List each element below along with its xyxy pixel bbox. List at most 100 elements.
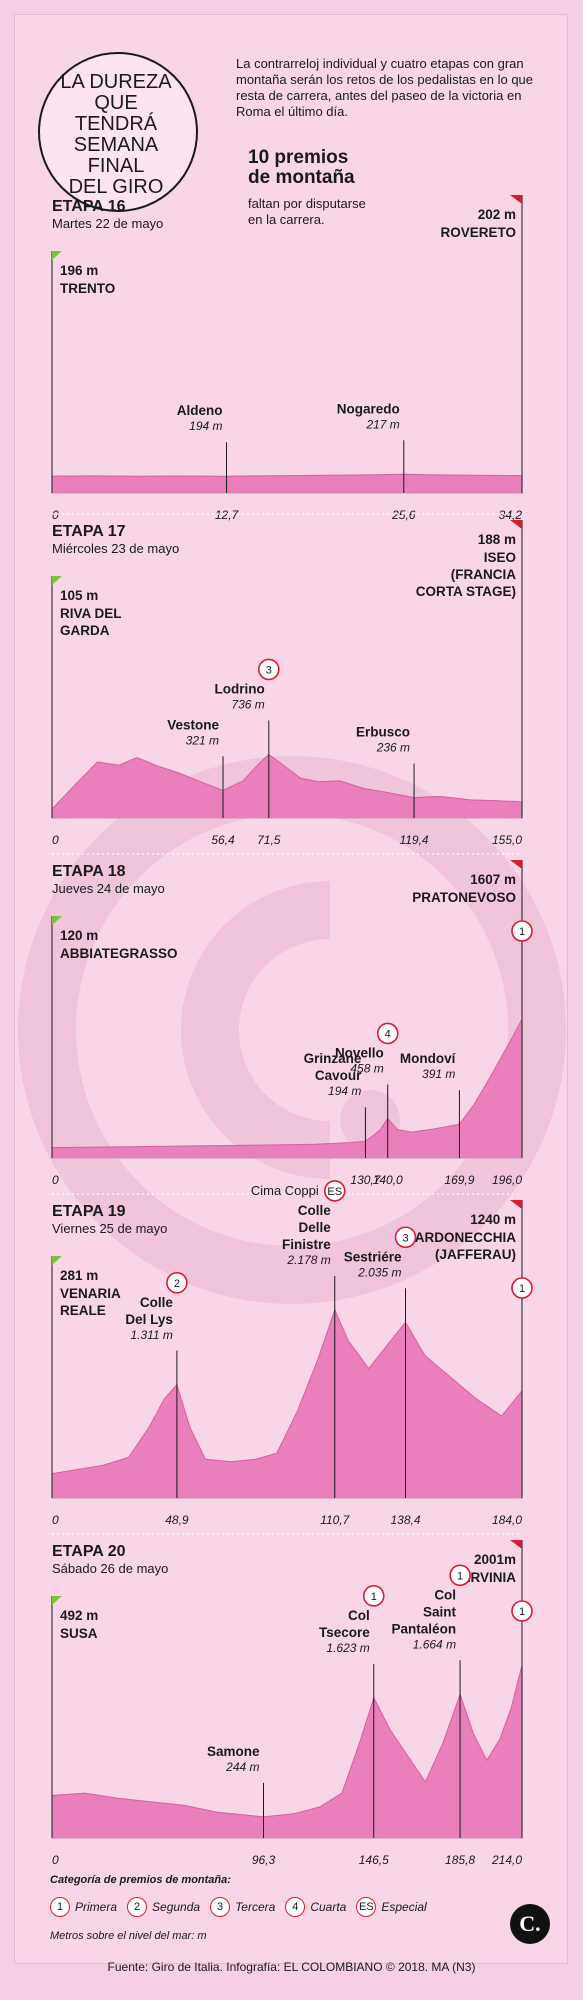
category-badge-icon: 2 [127,1897,148,1917]
km-tick-label: 138,4 [391,1513,421,1527]
km-tick-label: 34,2 [499,508,523,522]
point-name: Sestriére [344,1249,402,1264]
prizes-title: 10 premios de montaña [248,148,355,188]
start-town: RIVA DEL [60,606,122,621]
start-flag-icon [52,916,62,925]
finish-town: ROVERETO [440,225,516,240]
legend-label: Especial [381,1900,427,1914]
prizes-title-line: 10 premios [248,147,349,168]
stage-name: ETAPA 17 [52,523,126,540]
finish-altitude: 1607 m [470,872,516,887]
start-altitude: 120 m [60,928,98,943]
title-line: QUE TENDRÁ [74,92,158,135]
badge-circle [376,1022,399,1045]
km-tick-label: 25,6 [391,508,416,522]
category-badge-icon: ES [356,1897,377,1917]
finish-altitude: 188 m [478,532,516,547]
start-town: TRENTO [60,281,115,296]
point-name: Erbusco [356,725,410,740]
source-credit: Fuente: Giro de Italia. Infografía: EL C… [107,1960,476,1974]
legend-label: Cuarta [310,1900,347,1914]
point-category-badge: ES [323,1180,346,1202]
start-flag-icon [52,251,62,260]
badge-label: 1 [371,1591,377,1603]
stage-name: ETAPA 16 [52,198,126,215]
km-tick-label: 12,7 [215,508,240,522]
start-town: GARDA [60,623,110,638]
prizes-subtitle-line: faltan por disputarse [248,196,366,211]
legend-title: Categoría de premios de montaña: [50,1874,231,1886]
stage-date: Jueves 24 de mayo [52,881,165,896]
badge-label: 1 [519,926,525,938]
prizes-subtitle-line: en la carrera. [248,212,325,227]
point-altitude: 391 m [422,1067,455,1081]
finish-altitude: 2001m [474,1552,516,1567]
point-altitude: 244 m [225,1760,259,1774]
point-altitude: 1.311 m [130,1328,172,1342]
finish-flag-icon [510,520,522,529]
elevation-area [51,1665,523,1839]
finish-category-badge: 1 [511,1277,533,1299]
point-altitude: 236 m [376,741,410,755]
badge-label: 1 [519,1606,525,1618]
point-name: Aldeno [177,403,223,418]
paper-background [14,14,568,1964]
point-altitude: 2.035 m [357,1265,401,1279]
elevation-area [51,753,523,819]
legend-label: Tercera [235,1900,276,1914]
finish-flag-icon [510,1540,522,1549]
km-tick-label: 196,0 [492,1173,522,1187]
point-category-badge: 3 [258,658,280,681]
stage-name: ETAPA 19 [52,1203,126,1220]
start-town: VENARIA [60,1286,121,1301]
km-tick-label: 0 [52,1853,59,1867]
finish-town: CORTA STAGE) [416,584,516,599]
start-altitude: 196 m [60,263,98,278]
title-circle [38,52,198,212]
point-name: Saint [423,1604,457,1619]
km-tick-label: 48,9 [165,1513,189,1527]
point-category-badge: 4 [376,1022,399,1045]
point-altitude: 458 m [350,1061,383,1075]
stage-date: Viernes 25 de mayo [52,1221,167,1236]
start-flag-icon [52,1256,62,1265]
point-name: Tsecore [319,1625,370,1640]
point-name: Col [434,1587,456,1602]
badge-label: 1 [457,1570,463,1582]
km-tick-label: 140,0 [373,1173,403,1187]
el-colombiano-logo: C. [510,1904,550,1944]
point-name: Grinzane [304,1051,362,1066]
legend-label: Primera [75,1900,118,1914]
intro-text: La contrarreloj individual y cuatro etap… [236,56,534,119]
start-altitude: 492 m [60,1608,98,1623]
start-flag-icon [52,1596,62,1605]
point-name: Mondoví [400,1051,457,1066]
finish-town: (JAFFERAU) [435,1247,516,1262]
point-altitude: 194 m [189,419,222,433]
km-tick-label: 0 [52,508,59,522]
point-name: Colle [140,1295,173,1310]
point-name: Col [348,1608,370,1623]
finish-flag-icon [510,860,522,869]
stage-date: Sábado 26 de mayo [52,1561,168,1576]
km-tick-label: 146,5 [359,1853,389,1867]
badge-circle [323,1180,346,1202]
badge-label: 4 [385,1028,391,1040]
legend: 1 Primera 2 Segunda 3 Tercera 4 Cuarta E… [50,1896,437,1918]
page-title: LA DUREZA QUE TENDRÁ SEMANA FINAL DEL GI… [52,72,180,198]
badge-label: 1 [519,1283,525,1295]
finish-category-badge: 1 [511,920,533,942]
point-altitude: 194 m [328,1084,361,1098]
badge-label: 2 [174,1278,180,1290]
prizes-subtitle: faltan por disputarse en la carrera. [248,196,366,228]
km-tick-label: 0 [52,1173,59,1187]
badge-circle [511,1600,533,1622]
title-line: SEMANA FINAL [73,134,159,177]
point-altitude: 217 m [365,417,399,431]
point-category-badge: 1 [362,1585,385,1607]
